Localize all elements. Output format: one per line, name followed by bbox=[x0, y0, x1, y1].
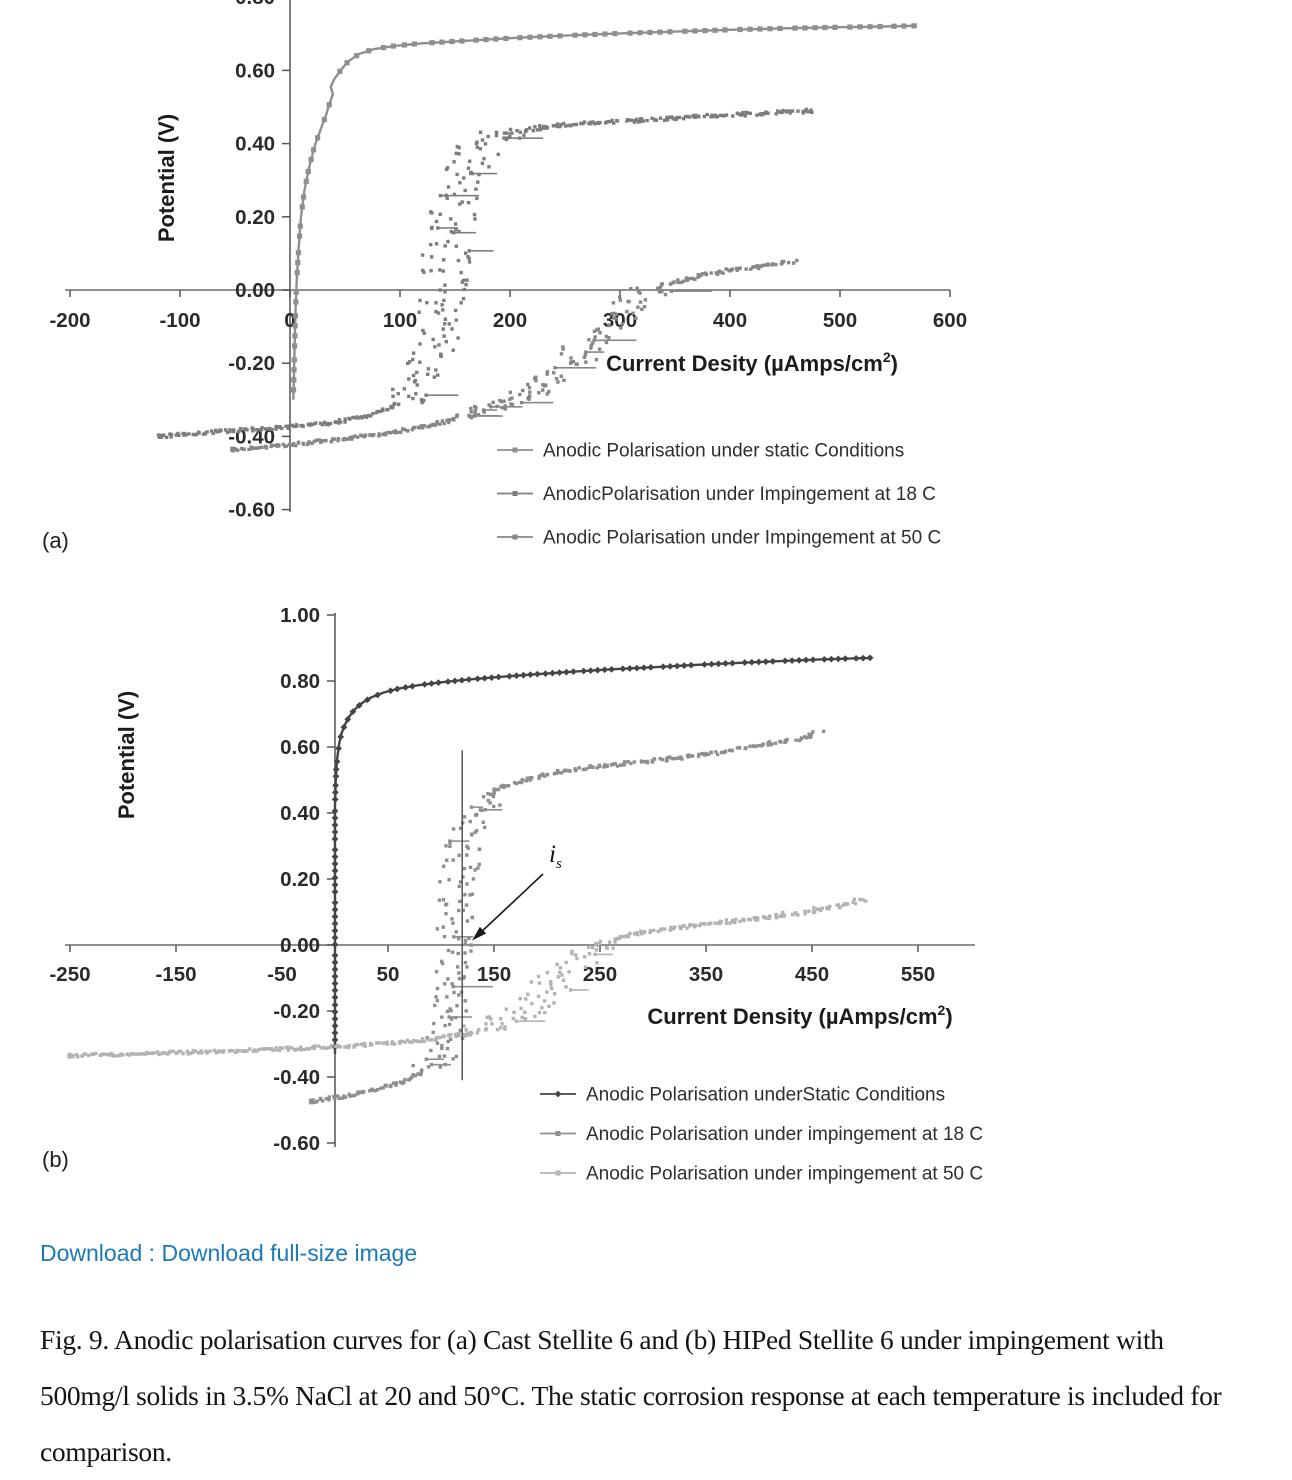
series bbox=[230, 258, 799, 453]
x-tick-label: 200 bbox=[493, 309, 527, 332]
x-tick-label: 0 bbox=[284, 309, 295, 332]
x-tick-label: 600 bbox=[933, 309, 967, 332]
y-tick-label: 0.00 bbox=[235, 279, 275, 302]
download-link[interactable]: Download : Download full-size image bbox=[40, 1240, 418, 1266]
x-tick-label: 50 bbox=[377, 963, 400, 986]
y-tick-label: 0.40 bbox=[235, 133, 275, 156]
legend-label: AnodicPolarisation under Impingement at … bbox=[543, 484, 936, 505]
legend-label: Anodic Polarisation underStatic Conditio… bbox=[586, 1085, 945, 1106]
is-annotation: is bbox=[549, 841, 562, 872]
legend-item: Anodic Polarisation under impingement at… bbox=[540, 1164, 983, 1185]
y-axis-title: Potential (V) bbox=[114, 691, 139, 819]
series bbox=[290, 23, 918, 400]
legend-label: Anodic Polarisation under impingement at… bbox=[586, 1124, 983, 1145]
y-tick-label: 0.40 bbox=[280, 802, 320, 825]
legend-marker bbox=[512, 491, 518, 496]
x-tick-label: 150 bbox=[477, 963, 511, 986]
legend-marker bbox=[512, 447, 518, 453]
legend-item: Anodic Polarisation under impingement at… bbox=[540, 1124, 983, 1145]
y-tick-label: 0.60 bbox=[280, 736, 320, 759]
series bbox=[156, 107, 814, 440]
legend-marker bbox=[512, 534, 518, 540]
x-tick-label: 250 bbox=[583, 963, 617, 986]
legend-marker bbox=[554, 1090, 562, 1098]
chart-b: -250 -150 -50 50 150 250 350 450 550 1.00 0.80 0.60… bbox=[42, 604, 983, 1185]
legend-item: AnodicPolarisation under Impingement at … bbox=[497, 484, 936, 505]
annotation-arrow bbox=[477, 873, 544, 936]
y-tick-label: 0.00 bbox=[280, 934, 320, 957]
legend-item: Anodic Polarisation underStatic Conditio… bbox=[540, 1085, 945, 1106]
y-tick-label: -0.20 bbox=[228, 352, 275, 375]
figure-caption: Fig. 9. Anodic polarisation curves for (… bbox=[40, 1324, 1222, 1467]
legend-label: Anodic Polarisation under Impingement at… bbox=[543, 528, 941, 549]
x-axis-title: Current Desity (µAmps/cm2) bbox=[606, 349, 898, 376]
y-tick-label: 0.80 bbox=[280, 670, 320, 693]
legend-label: Anodic Polarisation under static Conditi… bbox=[543, 441, 904, 462]
legend-label: Anodic Polarisation under impingement at… bbox=[586, 1164, 983, 1185]
chart-a: -200-10001002003004005006000.800.600.400… bbox=[42, 0, 967, 553]
series bbox=[67, 897, 868, 1059]
legend-marker bbox=[555, 1170, 561, 1176]
figure-image: -200-10001002003004005006000.800.600.400… bbox=[42, 0, 983, 1185]
legend-item: Anodic Polarisation under static Conditi… bbox=[497, 441, 904, 462]
x-tick-label: -200 bbox=[49, 309, 90, 332]
y-tick-label: 0.20 bbox=[280, 868, 320, 891]
x-tick-label: 500 bbox=[823, 309, 857, 332]
series bbox=[308, 729, 826, 1105]
panel-label-a: (a) bbox=[42, 528, 69, 553]
series bbox=[331, 654, 874, 1054]
x-tick-label: 400 bbox=[713, 309, 747, 332]
x-tick-label: -150 bbox=[155, 963, 196, 986]
x-axis-title: Current Density (µAmps/cm2) bbox=[647, 1002, 952, 1029]
y-tick-label: 0.20 bbox=[235, 206, 275, 229]
y-tick-label: 0.80 bbox=[235, 0, 275, 9]
x-tick-label: 450 bbox=[795, 963, 829, 986]
download-bar: Download : Download full-size image bbox=[40, 1238, 1292, 1268]
panel-label-b: (b) bbox=[42, 1147, 69, 1172]
x-tick-label: -250 bbox=[49, 963, 90, 986]
y-axis-title: Potential (V) bbox=[154, 114, 179, 242]
x-tick-label: -100 bbox=[159, 309, 200, 332]
y-tick-label: 0.60 bbox=[235, 59, 275, 82]
annotation-arrowhead bbox=[472, 926, 487, 941]
legend-marker bbox=[555, 1131, 561, 1136]
x-tick-label: 100 bbox=[383, 309, 417, 332]
x-tick-label: -50 bbox=[267, 963, 297, 986]
y-tick-label: -0.60 bbox=[273, 1132, 320, 1155]
y-tick-label: -0.40 bbox=[273, 1066, 320, 1089]
y-tick-label: -0.60 bbox=[228, 499, 275, 522]
x-tick-label: 550 bbox=[901, 963, 935, 986]
y-tick-label: -0.20 bbox=[273, 1000, 320, 1023]
x-tick-label: 350 bbox=[689, 963, 723, 986]
y-tick-label: 1.00 bbox=[280, 604, 320, 627]
legend-item: Anodic Polarisation under Impingement at… bbox=[497, 528, 941, 549]
